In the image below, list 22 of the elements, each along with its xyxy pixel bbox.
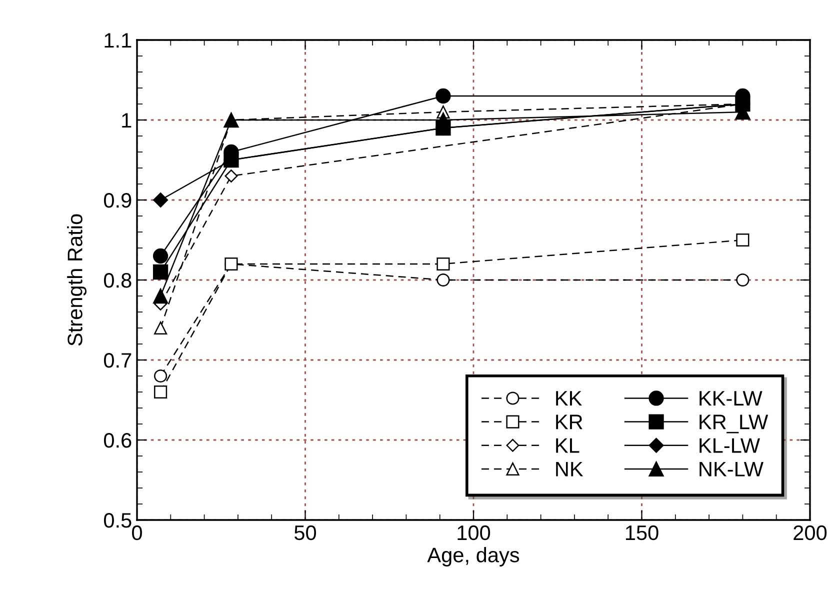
- legend-label: KR_LW: [700, 414, 768, 434]
- x-tick-label: 150: [626, 525, 658, 540]
- y-tick-label: 1: [122, 113, 132, 128]
- legend-label: KK: [556, 391, 582, 406]
- x-tick-label: 0: [132, 525, 142, 540]
- y-tick-label: 0.7: [104, 353, 132, 368]
- y-axis-title: Strength Ratio: [67, 214, 87, 346]
- y-tick-label: 1.1: [104, 33, 132, 48]
- y-tick-label: 0.9: [104, 193, 132, 208]
- legend-label: KL: [556, 438, 580, 453]
- legend-label: NK-LW: [700, 462, 764, 476]
- legend-label: KR: [556, 414, 582, 430]
- x-axis-title: Age, days: [427, 547, 520, 566]
- legend-label: NK: [556, 462, 584, 476]
- y-tick-label: 0.6: [104, 433, 132, 448]
- y-tick-label: 0.8: [104, 273, 132, 288]
- x-tick-label: 200: [794, 525, 827, 540]
- x-tick-label: 100: [458, 525, 490, 540]
- y-tick-label: 0.5: [104, 513, 132, 528]
- legend-label: KL-LW: [700, 438, 760, 453]
- legend-label: KK-LW: [700, 391, 762, 406]
- x-tick-label: 50: [294, 525, 316, 540]
